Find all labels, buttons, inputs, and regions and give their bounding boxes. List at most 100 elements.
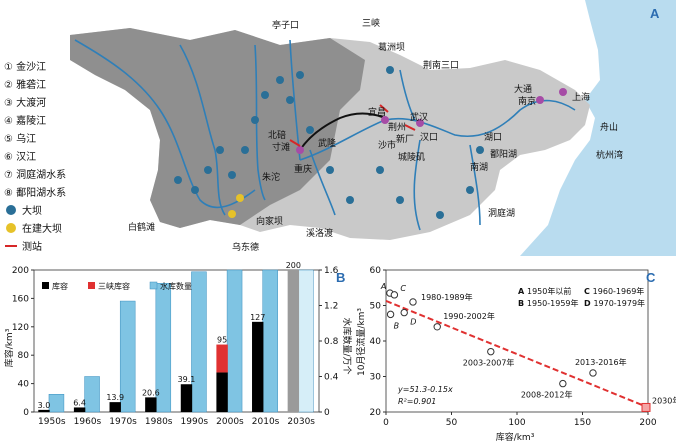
svg-text:北碚: 北碚 — [268, 129, 286, 141]
c-point-label: D — [410, 318, 416, 327]
svg-text:重庆: 重庆 — [294, 163, 312, 175]
c-point — [386, 310, 395, 319]
svg-text:新厂: 新厂 — [396, 133, 414, 145]
b-bar-value-label: 127 — [250, 313, 265, 322]
b-bar-count — [226, 269, 243, 413]
svg-text:亭子口: 亭子口 — [272, 19, 299, 31]
b-bar-value-label: 39.1 — [178, 375, 196, 384]
svg-text:葛洲坝: 葛洲坝 — [378, 41, 405, 53]
b-bar-value-label: 6.4 — [73, 398, 86, 407]
sea-area — [520, 0, 676, 256]
c-point-label: 1980-1989年 — [421, 292, 473, 302]
b-bar-storage — [109, 402, 121, 412]
c-y-tick-label: 50 — [370, 302, 382, 312]
svg-text:湖口: 湖口 — [484, 132, 502, 143]
b-bar-storage — [180, 384, 193, 412]
b-legend-swatch-tgd — [88, 282, 95, 289]
svg-text:乌东德: 乌东德 — [232, 241, 259, 253]
panel-a-map: ① 金沙江 ② 雅砻江 ③ 大渡河 ④ 嘉陵江 ⑤ 乌江 ⑥ 汉江 ⑦ 洞庭湖水… — [4, 0, 676, 256]
upper-basin-area — [70, 28, 365, 228]
svg-text:水库数量: 水库数量 — [160, 281, 192, 291]
svg-text:城陵矶: 城陵矶 — [398, 152, 425, 163]
c-point-label: A — [380, 282, 386, 291]
c-ylabel: 10月径流量/km³ — [355, 308, 367, 376]
station-markers — [289, 88, 567, 154]
b-x-tick-label: 2000s — [216, 417, 244, 427]
svg-text:在建大坝: 在建大坝 — [22, 222, 62, 235]
b-legend: 库容 三峡库容 水库数量 — [42, 281, 192, 291]
b-bar-storage — [73, 407, 86, 412]
dam-markers — [174, 66, 484, 219]
svg-text:鄱阳湖: 鄱阳湖 — [490, 149, 517, 160]
b-bar-value-label: 3.0 — [38, 401, 51, 410]
b-x-tick-label: 1960s — [74, 417, 102, 427]
c-point-label: 2003-2007年 — [463, 358, 515, 368]
svg-text:⑤ 乌江: ⑤ 乌江 — [4, 132, 36, 145]
c-x-tick-label: 200 — [639, 418, 656, 428]
b-bar-value-label: 95 — [217, 336, 227, 345]
c-point — [559, 379, 567, 388]
svg-text:沙市: 沙市 — [378, 139, 396, 151]
svg-text:B 1950-1959年: B 1950-1959年 — [518, 298, 579, 308]
b-y2-tick-label: 1.2 — [324, 302, 338, 312]
b-bar-count — [298, 269, 314, 413]
c-fit-r2: R²=0.901 — [398, 397, 436, 406]
b-bar-count — [191, 271, 207, 413]
c-fit-line — [385, 299, 649, 409]
svg-text:⑦ 洞庭湖水系: ⑦ 洞庭湖水系 — [4, 168, 66, 181]
svg-text:朱沱: 朱沱 — [262, 171, 280, 183]
b-bar-tgd — [216, 344, 228, 373]
svg-text:杭州湾: 杭州湾 — [596, 149, 623, 161]
svg-text:上海: 上海 — [572, 91, 590, 103]
c-point — [390, 291, 399, 299]
b-legend-swatch-storage — [42, 282, 49, 289]
c-point-projected — [641, 402, 651, 412]
b-y2-axis-ticks: 0 0.4 0.8 1.2 1.6 — [319, 266, 339, 418]
svg-text:库容: 库容 — [52, 281, 68, 291]
svg-text:⑥ 汉江: ⑥ 汉江 — [4, 151, 36, 163]
svg-text:⑧ 鄱阳湖水系: ⑧ 鄱阳湖水系 — [4, 186, 66, 199]
b-y-tick-label: 120 — [12, 323, 29, 333]
b-bar-count — [48, 394, 65, 413]
svg-text:寸滩: 寸滩 — [272, 141, 290, 153]
b-ylabel: 库容/km³ — [3, 328, 15, 367]
b-x-tick-label: 2010s — [252, 417, 280, 427]
b-bar-storage — [216, 372, 228, 412]
b-bar-storage — [145, 397, 157, 412]
panel-letter-a: A — [650, 6, 660, 21]
dam-icon — [6, 205, 16, 215]
b-x-tick-label: 1990s — [181, 417, 209, 427]
river-network — [74, 39, 576, 231]
svg-text:C 1960-1969年: C 1960-1969年 — [584, 286, 644, 296]
c-point — [487, 347, 495, 356]
c-x-tick-label: 150 — [574, 418, 591, 428]
b-x-tick-label: 1980s — [145, 417, 173, 427]
map-legend: ① 金沙江 ② 雅砻江 ③ 大渡河 ④ 嘉陵江 ⑤ 乌江 ⑥ 汉江 ⑦ 洞庭湖水… — [4, 60, 66, 253]
svg-text:大通: 大通 — [514, 83, 532, 95]
svg-text:② 雅砻江: ② 雅砻江 — [4, 78, 46, 91]
svg-text:D 1970-1979年: D 1970-1979年 — [584, 298, 645, 308]
b-bar-count — [84, 376, 100, 413]
c-y-tick-label: 20 — [370, 408, 382, 418]
b-bars: 3.0 6.4 13.9 20.6 39.1 95 127 200 — [38, 261, 314, 413]
b-y-tick-label: 160 — [12, 294, 29, 304]
b-y-tick-label: 80 — [18, 351, 30, 361]
b-x-axis-ticks: 1950s 1960s 1970s 1980s 1990s 2000s 2010s 2030s — [38, 417, 315, 427]
b-x-tick-label: 1950s — [38, 417, 66, 427]
c-point-label: B — [394, 321, 400, 330]
b-y-tick-label: 40 — [18, 380, 30, 390]
svg-text:武隆: 武隆 — [318, 137, 336, 149]
c-y-tick-label: 30 — [370, 373, 382, 383]
svg-text:荆南三口: 荆南三口 — [423, 59, 459, 71]
b-legend-swatch-count — [149, 281, 158, 290]
panel-c-scatter-chart: 10月径流量/km³ 库容/km³ 20 30 40 50 60 0 50 100 150 20… — [355, 266, 676, 443]
b-y-axis-ticks: 0 40 80 120 160 200 — [12, 266, 34, 418]
svg-text:宜昌: 宜昌 — [368, 106, 386, 118]
c-y-tick-label: 60 — [370, 266, 382, 276]
b-bar-storage — [252, 321, 264, 412]
b-bar-count — [262, 269, 278, 413]
c-point — [400, 308, 408, 317]
c-xlabel: 库容/km³ — [496, 431, 535, 443]
panel-letter-b: B — [336, 270, 345, 285]
svg-text:测站: 测站 — [22, 240, 42, 253]
